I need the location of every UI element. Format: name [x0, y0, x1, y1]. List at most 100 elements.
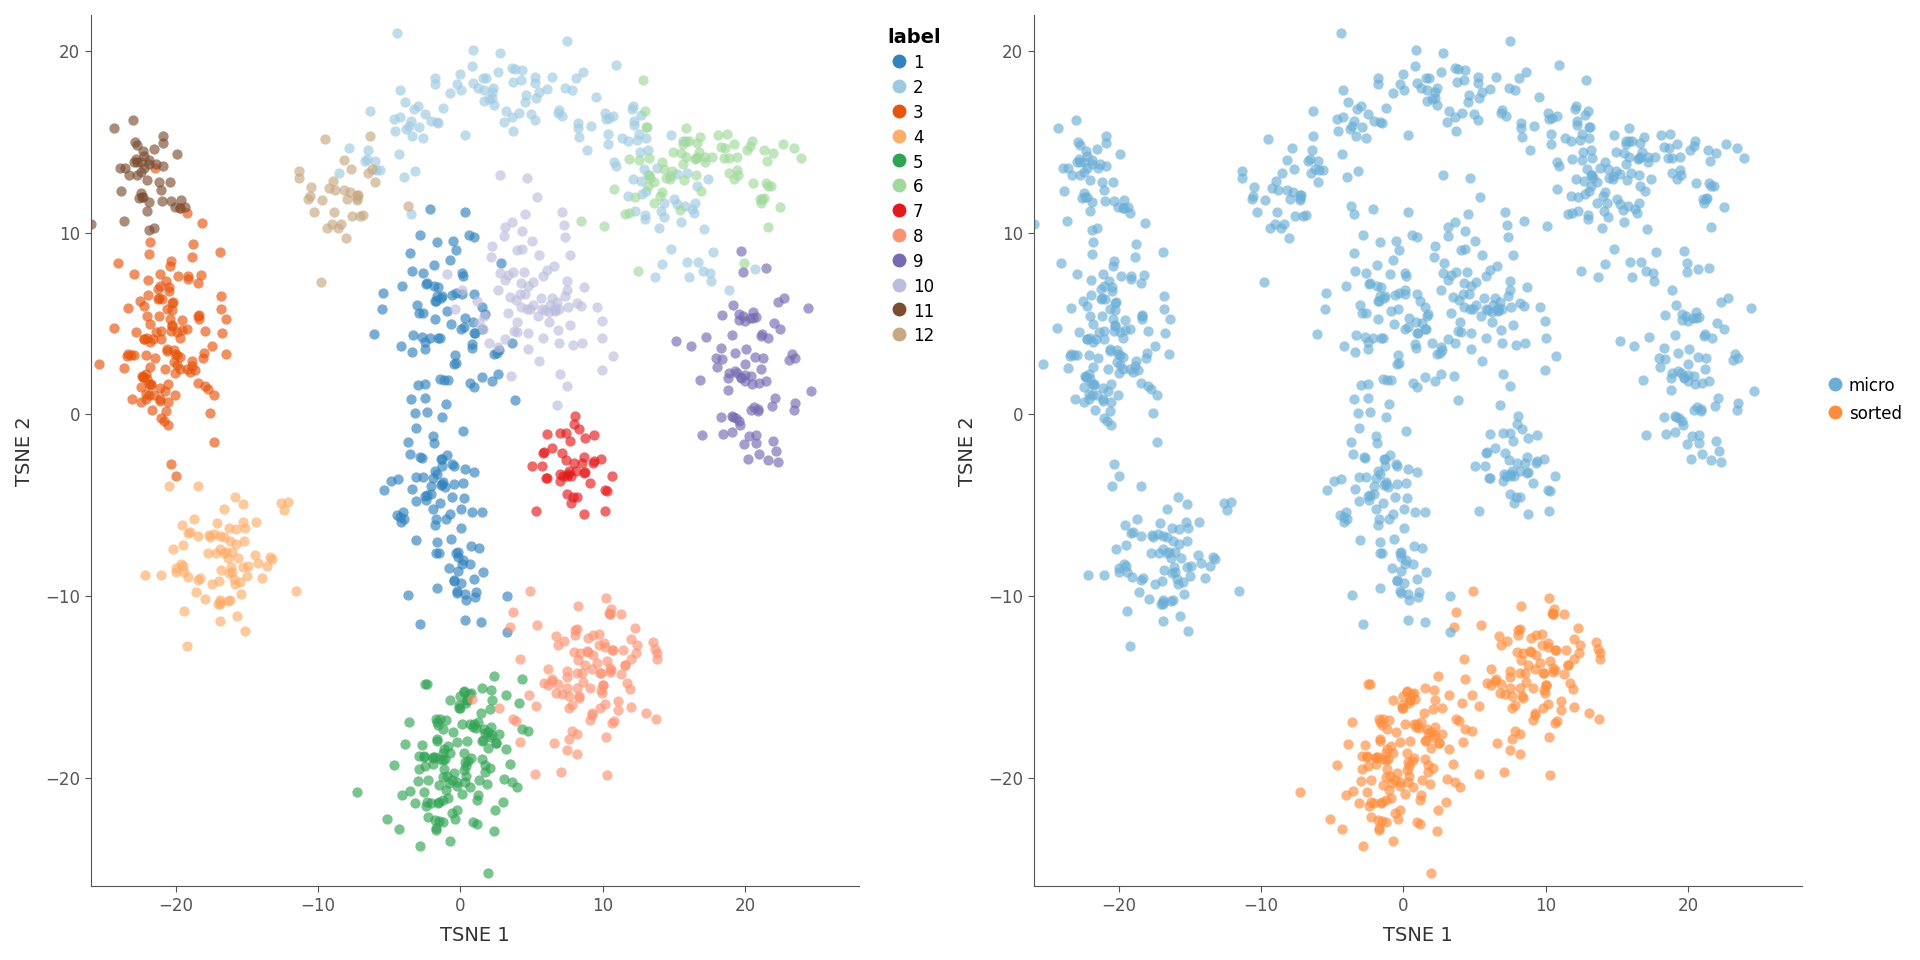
Point: [501, 324, 532, 339]
micro: [1154, 544, 1185, 560]
micro: [1680, 376, 1711, 392]
Point: [205, 528, 236, 543]
sorted: [1423, 668, 1453, 684]
micro: [1363, 511, 1394, 526]
Point: [488, 794, 518, 809]
Point: [190, 378, 221, 394]
micro: [1069, 165, 1100, 180]
micro: [1125, 276, 1156, 291]
micro: [1682, 261, 1713, 276]
Point: [505, 651, 536, 666]
Point: [714, 282, 745, 298]
micro: [1075, 372, 1106, 387]
Point: [476, 90, 507, 106]
micro: [1361, 501, 1392, 516]
Point: [161, 324, 192, 340]
Point: [397, 481, 428, 496]
micro: [1444, 314, 1475, 329]
micro: [1357, 330, 1388, 346]
Point: [611, 206, 641, 222]
micro: [1384, 586, 1415, 601]
micro: [1513, 465, 1544, 480]
micro: [1524, 300, 1555, 315]
sorted: [1411, 732, 1442, 748]
Point: [645, 204, 676, 219]
Point: [503, 242, 534, 257]
micro: [1427, 367, 1457, 382]
micro: [1279, 161, 1309, 177]
Point: [434, 85, 465, 101]
micro: [1578, 171, 1609, 186]
Point: [396, 344, 426, 359]
Point: [447, 282, 478, 298]
Point: [785, 151, 816, 166]
micro: [1663, 410, 1693, 425]
micro: [1373, 396, 1404, 411]
Point: [175, 365, 205, 380]
micro: [1302, 326, 1332, 342]
Point: [453, 228, 484, 243]
sorted: [1455, 724, 1486, 739]
micro: [1139, 339, 1169, 354]
Point: [449, 775, 480, 790]
micro: [1467, 248, 1498, 263]
sorted: [1534, 590, 1565, 606]
Point: [620, 620, 651, 636]
Point: [426, 291, 457, 306]
micro: [1363, 464, 1394, 479]
Point: [205, 613, 236, 629]
sorted: [1434, 687, 1465, 703]
sorted: [1538, 664, 1569, 680]
sorted: [1348, 838, 1379, 853]
micro: [1572, 182, 1603, 198]
sorted: [1315, 811, 1346, 827]
Point: [497, 711, 528, 727]
micro: [1553, 206, 1584, 222]
Point: [551, 680, 582, 695]
Point: [586, 665, 616, 681]
Point: [219, 571, 250, 587]
micro: [1352, 334, 1382, 349]
sorted: [1538, 606, 1569, 621]
Point: [359, 153, 390, 168]
Point: [657, 241, 687, 256]
micro: [1503, 464, 1534, 479]
Point: [156, 193, 186, 208]
Point: [467, 681, 497, 696]
Point: [668, 172, 699, 187]
Point: [649, 161, 680, 177]
micro: [1371, 372, 1402, 387]
Point: [378, 757, 409, 773]
Point: [163, 269, 194, 284]
micro: [1563, 204, 1594, 219]
micro: [1375, 372, 1405, 388]
Point: [424, 331, 455, 347]
sorted: [1532, 636, 1563, 651]
micro: [1369, 458, 1400, 473]
sorted: [1521, 627, 1551, 642]
Point: [743, 404, 774, 420]
micro: [1459, 106, 1490, 121]
Point: [737, 376, 768, 392]
Point: [515, 301, 545, 317]
Point: [551, 743, 582, 758]
micro: [1377, 506, 1407, 521]
micro: [1536, 136, 1567, 152]
Point: [252, 558, 282, 573]
micro: [1380, 356, 1411, 372]
Point: [182, 308, 213, 324]
micro: [1344, 493, 1375, 509]
Point: [630, 211, 660, 227]
micro: [1108, 348, 1139, 364]
micro: [1052, 214, 1083, 229]
Point: [221, 537, 252, 552]
Point: [478, 824, 509, 839]
micro: [1227, 171, 1258, 186]
micro: [1530, 363, 1561, 378]
Point: [547, 204, 578, 220]
micro: [1171, 533, 1202, 548]
Point: [394, 118, 424, 133]
X-axis label: TSNE 1: TSNE 1: [440, 926, 509, 945]
Point: [129, 299, 159, 314]
micro: [1624, 150, 1655, 165]
